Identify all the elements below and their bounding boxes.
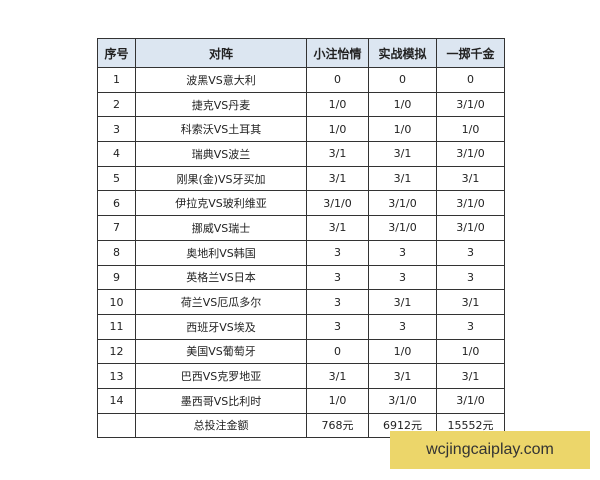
cell-small-bet: 3/1 bbox=[306, 215, 369, 241]
cell-big-bet: 3 bbox=[436, 313, 505, 340]
cell-index: 4 bbox=[97, 141, 136, 167]
table-row: 13 巴西VS克罗地亚 3/1 3/1 3/1 bbox=[97, 363, 505, 389]
cell-match: 巴西VS克罗地亚 bbox=[135, 363, 307, 389]
cell-simulation: 3 bbox=[368, 239, 437, 266]
cell-small-bet: 3/1 bbox=[306, 141, 369, 167]
cell-simulation: 3/1 bbox=[368, 363, 437, 389]
cell-index: 6 bbox=[97, 190, 136, 217]
cell-big-bet: 3 bbox=[436, 239, 505, 266]
cell-big-bet: 3/1 bbox=[436, 289, 505, 315]
header-simulation: 实战模拟 bbox=[368, 38, 437, 68]
header-index: 序号 bbox=[97, 38, 136, 68]
cell-big-bet: 3/1/0 bbox=[436, 141, 505, 167]
cell-simulation: 3/1 bbox=[368, 165, 437, 192]
table-row: 2 捷克VS丹麦 1/0 1/0 3/1/0 bbox=[97, 91, 505, 118]
table-row: 1 波黑VS意大利 0 0 0 bbox=[97, 67, 505, 93]
cell-simulation: 3 bbox=[368, 313, 437, 340]
cell-big-bet: 3/1/0 bbox=[436, 215, 505, 241]
cell-simulation: 0 bbox=[368, 67, 437, 93]
cell-big-bet: 1/0 bbox=[436, 338, 505, 365]
cell-index: 5 bbox=[97, 165, 136, 192]
cell-simulation: 1/0 bbox=[368, 338, 437, 365]
cell-big-bet: 3/1 bbox=[436, 363, 505, 389]
header-big-bet: 一掷千金 bbox=[436, 38, 505, 68]
cell-index: 10 bbox=[97, 289, 136, 315]
table-row: 11 西班牙VS埃及 3 3 3 bbox=[97, 313, 505, 340]
cell-index: 3 bbox=[97, 116, 136, 143]
cell-match: 刚果(金)VS牙买加 bbox=[135, 165, 307, 192]
table-row: 8 奥地利VS韩国 3 3 3 bbox=[97, 239, 505, 266]
table-row: 10 荷兰VS厄瓜多尔 3 3/1 3/1 bbox=[97, 289, 505, 315]
cell-match: 捷克VS丹麦 bbox=[135, 91, 307, 118]
cell-small-bet: 1/0 bbox=[306, 116, 369, 143]
cell-simulation: 1/0 bbox=[368, 91, 437, 118]
cell-index: 9 bbox=[97, 264, 136, 291]
table-row: 9 英格兰VS日本 3 3 3 bbox=[97, 264, 505, 291]
cell-match: 科索沃VS土耳其 bbox=[135, 116, 307, 143]
cell-match: 英格兰VS日本 bbox=[135, 264, 307, 291]
cell-small-bet: 3 bbox=[306, 313, 369, 340]
cell-index: 12 bbox=[97, 338, 136, 365]
cell-small-bet: 3/1/0 bbox=[306, 190, 369, 217]
table-row: 6 伊拉克VS玻利维亚 3/1/0 3/1/0 3/1/0 bbox=[97, 190, 505, 217]
cell-match: 美国VS葡萄牙 bbox=[135, 338, 307, 365]
cell-simulation: 3 bbox=[368, 264, 437, 291]
betting-table: 序号 对阵 小注怡情 实战模拟 一掷千金 1 波黑VS意大利 0 0 0 2 捷克VS丹麦 1/0 1/… bbox=[97, 38, 505, 439]
cell-match: 波黑VS意大利 bbox=[135, 67, 307, 93]
table-row: 12 美国VS葡萄牙 0 1/0 1/0 bbox=[97, 338, 505, 365]
cell-index: 13 bbox=[97, 363, 136, 389]
header-row: 序号 对阵 小注怡情 实战模拟 一掷千金 bbox=[97, 38, 505, 68]
total-match: 总投注金额 bbox=[135, 412, 307, 439]
cell-match: 西班牙VS埃及 bbox=[135, 313, 307, 340]
cell-small-bet: 0 bbox=[306, 67, 369, 93]
cell-simulation: 3/1/0 bbox=[368, 190, 437, 217]
cell-small-bet: 3/1 bbox=[306, 363, 369, 389]
cell-simulation: 3/1/0 bbox=[368, 387, 437, 414]
cell-small-bet: 3 bbox=[306, 264, 369, 291]
cell-small-bet: 1/0 bbox=[306, 91, 369, 118]
table-row: 3 科索沃VS土耳其 1/0 1/0 1/0 bbox=[97, 116, 505, 143]
cell-simulation: 3/1 bbox=[368, 289, 437, 315]
cell-big-bet: 0 bbox=[436, 67, 505, 93]
watermark: wcjingcaiplay.com bbox=[390, 431, 590, 469]
cell-index: 14 bbox=[97, 387, 136, 414]
cell-big-bet: 1/0 bbox=[436, 116, 505, 143]
cell-index: 7 bbox=[97, 215, 136, 241]
cell-index: 11 bbox=[97, 313, 136, 340]
table-row: 7 挪威VS瑞士 3/1 3/1/0 3/1/0 bbox=[97, 215, 505, 241]
cell-match: 荷兰VS厄瓜多尔 bbox=[135, 289, 307, 315]
cell-small-bet: 3/1 bbox=[306, 165, 369, 192]
cell-big-bet: 3/1/0 bbox=[436, 387, 505, 414]
cell-index: 8 bbox=[97, 239, 136, 266]
cell-big-bet: 3/1 bbox=[436, 165, 505, 192]
cell-big-bet: 3/1/0 bbox=[436, 91, 505, 118]
cell-small-bet: 3 bbox=[306, 239, 369, 266]
cell-simulation: 3/1/0 bbox=[368, 215, 437, 241]
table-row: 4 瑞典VS波兰 3/1 3/1 3/1/0 bbox=[97, 141, 505, 167]
cell-small-bet: 3 bbox=[306, 289, 369, 315]
cell-match: 墨西哥VS比利时 bbox=[135, 387, 307, 414]
cell-match: 奥地利VS韩国 bbox=[135, 239, 307, 266]
cell-simulation: 1/0 bbox=[368, 116, 437, 143]
cell-simulation: 3/1 bbox=[368, 141, 437, 167]
cell-big-bet: 3 bbox=[436, 264, 505, 291]
cell-match: 挪威VS瑞士 bbox=[135, 215, 307, 241]
cell-big-bet: 3/1/0 bbox=[436, 190, 505, 217]
total-small-bet: 768元 bbox=[306, 412, 369, 439]
header-small-bet: 小注怡情 bbox=[306, 38, 369, 68]
cell-index: 1 bbox=[97, 67, 136, 93]
cell-match: 伊拉克VS玻利维亚 bbox=[135, 190, 307, 217]
total-index bbox=[97, 412, 136, 439]
table-row: 14 墨西哥VS比利时 1/0 3/1/0 3/1/0 bbox=[97, 387, 505, 414]
table-row: 5 刚果(金)VS牙买加 3/1 3/1 3/1 bbox=[97, 165, 505, 192]
cell-small-bet: 1/0 bbox=[306, 387, 369, 414]
cell-small-bet: 0 bbox=[306, 338, 369, 365]
cell-index: 2 bbox=[97, 91, 136, 118]
cell-match: 瑞典VS波兰 bbox=[135, 141, 307, 167]
header-match: 对阵 bbox=[135, 38, 307, 68]
